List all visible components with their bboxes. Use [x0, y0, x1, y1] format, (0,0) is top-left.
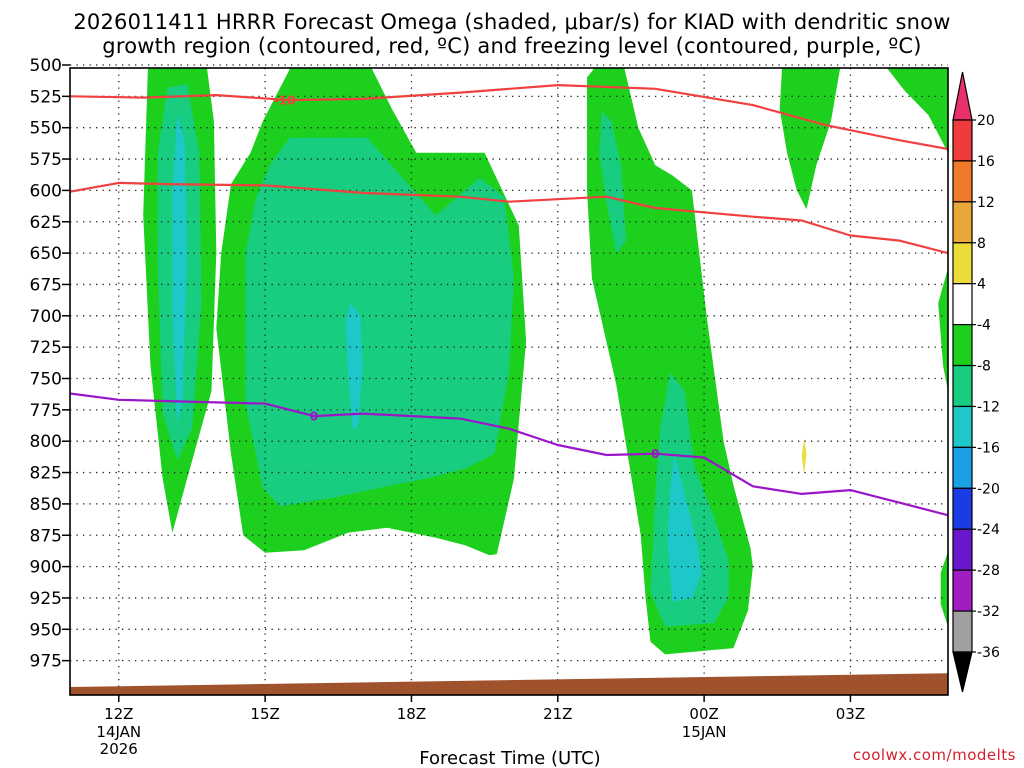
colorbar-label-4: 4 [977, 277, 986, 293]
x-tick-label-00Z: 00Z [689, 705, 718, 723]
y-tick-label-700: 700 [30, 307, 62, 327]
omega-region-7 [599, 111, 627, 254]
freezing-level-label-2: 0 [651, 447, 659, 461]
y-tick-label-500: 500 [30, 56, 62, 76]
omega-region-16 [801, 438, 807, 474]
colorbar-label-12: -32 [977, 604, 1000, 620]
colorbar-swatch-9 [952, 487, 973, 530]
chart-title-line1: 2026011411 HRRR Forecast Omega (shaded, … [73, 10, 951, 34]
colorbar-top-arrow [952, 71, 973, 121]
y-tick-label-875: 875 [30, 526, 62, 546]
plot-frame [69, 67, 949, 696]
omega-region-17 [867, 525, 897, 630]
colorbar-label-6: -8 [977, 359, 991, 375]
colorbar-label-5: -4 [977, 318, 991, 334]
colorbar-label-7: -12 [977, 399, 1000, 415]
omega-region-9 [667, 453, 702, 602]
colorbar-swatch-6 [952, 364, 973, 408]
colorbar-swatch-10 [952, 528, 973, 571]
grid-layer [70, 64, 948, 695]
x-tick-sublabel-00Z-0: 15JAN [682, 723, 727, 741]
x-tick-label-15Z: 15Z [250, 705, 279, 723]
colorbar-label-8: -16 [977, 440, 1000, 456]
omega-region-14 [109, 312, 139, 626]
colorbar-swatch-12 [952, 610, 973, 653]
plot-border [69, 67, 949, 696]
dgz-isotherm-1 [70, 181, 948, 255]
omega-region-6 [587, 68, 753, 655]
omega-region-2 [172, 115, 188, 423]
y-tick-label-525: 525 [30, 87, 62, 107]
contour-layer: -18 0 0 [70, 84, 948, 517]
x-tick-label-12Z: 12Z [104, 705, 133, 723]
y-tick-label-900: 900 [30, 558, 62, 578]
site-credit: coolwx.com/modelts [853, 746, 1016, 764]
colorbar-swatch-11 [952, 569, 973, 612]
colorbar-label-2: 12 [977, 195, 995, 211]
chart-title-line2: growth region (contoured, red, ºC) and f… [102, 34, 922, 58]
y-tick-label-675: 675 [30, 275, 62, 295]
terrain-fill [70, 673, 948, 695]
y-tick-label-775: 775 [30, 401, 62, 421]
y-tick-label-825: 825 [30, 464, 62, 484]
y-tick-label-975: 975 [30, 652, 62, 672]
x-axis-label: Forecast Time (UTC) [419, 748, 600, 768]
y-tick-label-575: 575 [30, 150, 62, 170]
colorbar-swatch-4 [952, 283, 973, 326]
colorbar-swatch-8 [952, 446, 973, 489]
colorbar-label-13: -36 [977, 645, 1000, 661]
colorbar-label-3: 8 [977, 236, 986, 252]
omega-region-13 [940, 551, 948, 627]
colorbar: 20 16 12 8 4 -4 -8 -12 -16 -20 -24 -28 -32 -36 [952, 71, 1000, 693]
dgz-isotherm-0 [70, 84, 948, 151]
omega-region-4 [245, 137, 514, 507]
colorbar-label-0: 20 [977, 113, 995, 129]
colorbar-swatch-1 [952, 160, 973, 203]
x-tick-label-18Z: 18Z [397, 705, 426, 723]
colorbar-label-11: -28 [977, 563, 1000, 579]
omega-shading-layer [109, 68, 948, 655]
x-tick-sublabel-12Z-1: 2026 [100, 740, 138, 758]
y-tick-label-925: 925 [30, 589, 62, 609]
colorbar-bottom-arrow [952, 651, 973, 693]
colorbar-swatch-2 [952, 201, 973, 244]
omega-region-5 [345, 303, 363, 429]
y-axis: 500 525 550 575 600 625 650 675 700 725 750 775 800 8… [30, 56, 70, 672]
y-tick-label-800: 800 [30, 432, 62, 452]
y-tick-label-550: 550 [30, 119, 62, 139]
y-tick-label-600: 600 [30, 181, 62, 201]
freezing-level-line [70, 392, 948, 517]
dgz-isotherm-label-0: -18 [274, 93, 296, 107]
x-tick-label-03Z: 03Z [836, 705, 865, 723]
colorbar-swatch-3 [952, 242, 973, 285]
freezing-level-label-1: 0 [310, 410, 318, 424]
y-tick-label-750: 750 [30, 370, 62, 390]
omega-region-10 [779, 68, 841, 210]
omega-region-15 [791, 372, 827, 499]
x-tick-sublabel-12Z-0: 14JAN [96, 723, 141, 741]
colorbar-swatch-5 [952, 324, 973, 367]
colorbar-swatch-0 [952, 119, 973, 162]
y-tick-label-850: 850 [30, 495, 62, 515]
colorbar-label-9: -20 [977, 481, 1000, 497]
colorbar-label-10: -24 [977, 522, 1000, 538]
y-tick-label-950: 950 [30, 620, 62, 640]
colorbar-label-1: 16 [977, 154, 995, 170]
terrain-layer [70, 673, 948, 695]
x-tick-label-21Z: 21Z [543, 705, 572, 723]
omega-region-11 [886, 68, 948, 153]
y-tick-label-625: 625 [30, 213, 62, 233]
y-tick-label-650: 650 [30, 244, 62, 264]
colorbar-swatch-7 [952, 405, 973, 448]
y-tick-label-725: 725 [30, 338, 62, 358]
omega-region-12 [938, 268, 948, 391]
